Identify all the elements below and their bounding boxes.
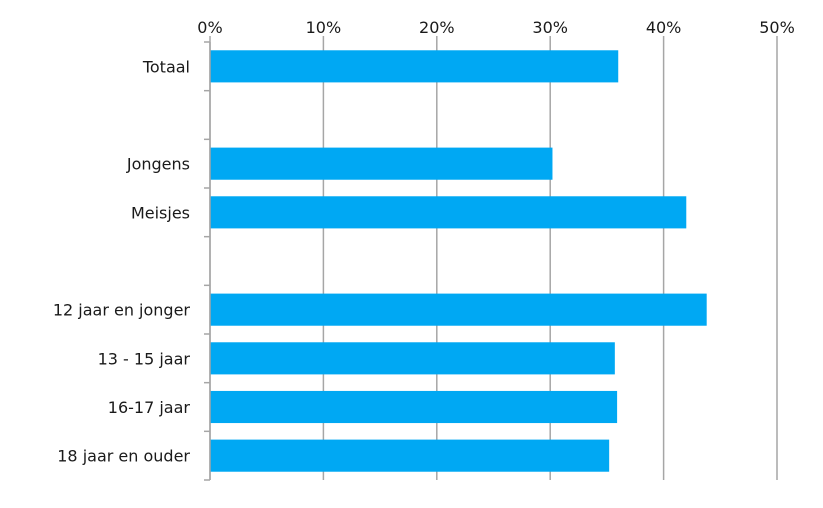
category-labels: Totaal Jongens Meisjes 12 jaar en jonger 13 … (53, 57, 191, 465)
category-label: Jongens (126, 155, 190, 174)
bar (210, 147, 553, 180)
category-label: 13 - 15 jaar (98, 349, 191, 368)
x-tick-label: 0% (197, 18, 222, 37)
bar (210, 342, 615, 375)
x-tick-label: 10% (306, 18, 342, 37)
category-label: 12 jaar en jonger (53, 301, 191, 320)
category-axis (204, 41, 211, 481)
bars (210, 50, 707, 472)
bar (210, 293, 707, 326)
x-tick-label: 40% (646, 18, 682, 37)
x-tick-label: 30% (532, 18, 568, 37)
bar (210, 439, 610, 472)
bar (210, 50, 619, 83)
x-tick-label: 50% (759, 18, 795, 37)
category-label: 16-17 jaar (108, 398, 191, 417)
bar (210, 196, 687, 229)
bar (210, 390, 618, 424)
category-label: Meisjes (131, 203, 190, 222)
category-label: Totaal (142, 57, 190, 76)
category-label: 18 jaar en ouder (57, 447, 190, 466)
x-tick-label: 20% (419, 18, 455, 37)
value-axis-tick-labels: 0% 10% 20% 30% 40% 50% (197, 18, 794, 37)
